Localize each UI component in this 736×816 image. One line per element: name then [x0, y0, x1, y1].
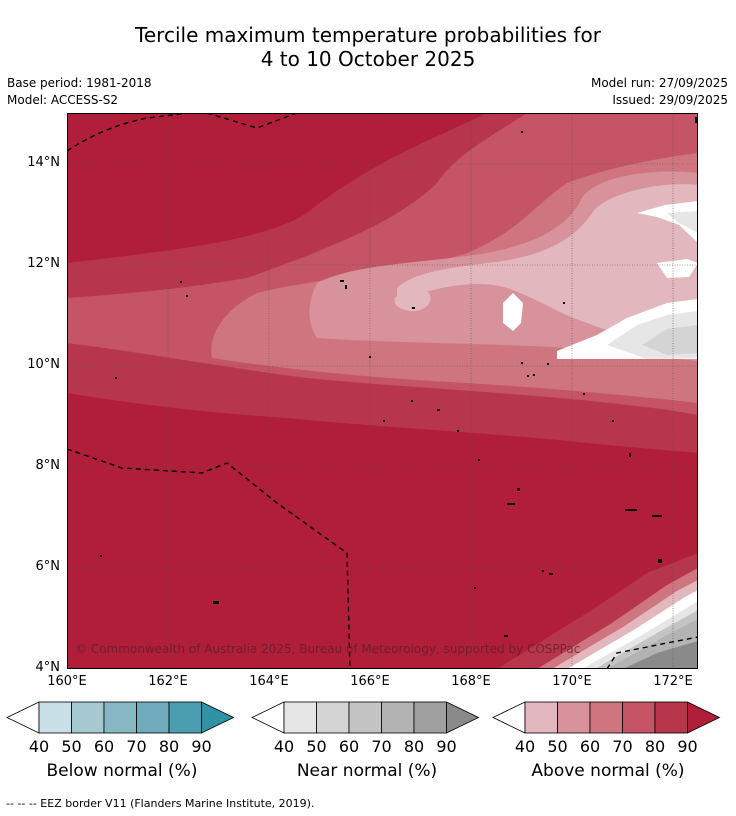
lon-label-166e: 166°E	[350, 674, 390, 689]
near-colorbar-tick-40: 40	[274, 737, 294, 756]
near-colorbar-bin-60	[348, 701, 382, 734]
map-title-line-1: Tercile maximum temperature probabilitie…	[135, 23, 601, 47]
below-colorbar-tick-60: 60	[94, 737, 114, 756]
below-colorbar-bin-50	[71, 701, 105, 734]
above-colorbar-tick-80: 80	[645, 737, 665, 756]
lat-label-8n: 8°N	[35, 458, 61, 473]
graticule	[67, 113, 698, 669]
copyright-notice: © Commonwealth of Australia 2025, Bureau…	[75, 642, 580, 656]
below-colorbar-bin-80	[168, 701, 202, 734]
below-colorbar-bin-70	[136, 701, 170, 734]
above-colorbar-tick-50: 50	[547, 737, 567, 756]
above-colorbar-bin-50	[557, 701, 591, 734]
near-normal-patch-3	[642, 325, 698, 355]
near-colorbar-tick-80: 80	[404, 737, 424, 756]
lat-label-12n: 12°N	[27, 256, 60, 271]
below-colorbar-below-40	[6, 701, 40, 734]
probability-map: © Commonwealth of Australia 2025, Bureau…	[67, 113, 698, 669]
lat-label-14n: 14°N	[27, 155, 60, 170]
below-colorbar-tick-80: 80	[159, 737, 179, 756]
lat-label-10n: 10°N	[27, 357, 60, 372]
below-colorbar-above-90	[201, 701, 235, 734]
near-colorbar-bin-70	[381, 701, 415, 734]
near-colorbar-tick-50: 50	[306, 737, 326, 756]
near-colorbar-bin-40	[283, 701, 317, 734]
white-patch-east-1	[637, 201, 698, 243]
near-90-corner	[623, 641, 698, 669]
lon-label-172e: 172°E	[653, 674, 693, 689]
below-normal-colorbar: 40 50 60 70 80 90	[6, 701, 235, 756]
near-colorbar-below-40	[251, 701, 285, 734]
near-normal-label: Near normal (%)	[296, 761, 438, 781]
below-colorbar-tick-40: 40	[29, 737, 49, 756]
above-normal-label: Above normal (%)	[531, 761, 685, 781]
above-colorbar-tick-70: 70	[612, 737, 632, 756]
map-title-line-2: 4 to 10 October 2025	[260, 47, 476, 71]
white-patch-central	[503, 293, 523, 331]
model-name: Model: ACCESS-S2	[7, 93, 119, 107]
above-colorbar-above-90	[687, 701, 721, 734]
above-colorbar-tick-40: 40	[515, 737, 535, 756]
near-colorbar-tick-90: 90	[436, 737, 456, 756]
above-colorbar-bin-60	[589, 701, 623, 734]
above-colorbar-bin-70	[622, 701, 656, 734]
above-colorbar-tick-60: 60	[580, 737, 600, 756]
lon-label-162e: 162°E	[148, 674, 188, 689]
below-colorbar-tick-70: 70	[126, 737, 146, 756]
eez-footnote: -- -- -- EEZ border V11 (Flanders Marine…	[6, 797, 315, 810]
lon-label-164e: 164°E	[249, 674, 289, 689]
white-patch-east-2	[657, 259, 698, 278]
islands	[100, 117, 697, 637]
issued-date: Issued: 29/09/2025	[612, 93, 728, 107]
lon-label-170e: 170°E	[552, 674, 592, 689]
above-40-band	[397, 184, 698, 345]
lat-label-6n: 6°N	[35, 559, 61, 574]
lon-label-168e: 168°E	[451, 674, 491, 689]
base-period: Base period: 1981-2018	[7, 76, 152, 90]
above-40-patch	[394, 288, 431, 312]
lat-label-4n: 4°N	[35, 660, 61, 675]
below-normal-label: Below normal (%)	[46, 761, 198, 781]
above-colorbar-bin-40	[524, 701, 558, 734]
above-colorbar-bin-80	[654, 701, 688, 734]
near-colorbar-tick-60: 60	[339, 737, 359, 756]
above-normal-colorbar: 40 50 60 70 80 90	[492, 701, 721, 756]
near-colorbar-bin-50	[316, 701, 350, 734]
lon-label-160e: 160°E	[47, 674, 87, 689]
above-colorbar-below-40	[492, 701, 526, 734]
near-colorbar-above-90	[446, 701, 480, 734]
below-colorbar-tick-90: 90	[191, 737, 211, 756]
below-colorbar-bin-40	[38, 701, 72, 734]
model-run-date: Model run: 27/09/2025	[590, 76, 728, 90]
near-normal-colorbar: 40 50 60 70 80 90	[251, 701, 480, 756]
near-normal-patch-1	[667, 211, 698, 233]
above-colorbar-tick-90: 90	[677, 737, 697, 756]
near-colorbar-bin-80	[413, 701, 447, 734]
below-colorbar-bin-60	[103, 701, 137, 734]
near-colorbar-tick-70: 70	[371, 737, 391, 756]
eez-border	[67, 113, 698, 669]
below-colorbar-tick-50: 50	[61, 737, 81, 756]
